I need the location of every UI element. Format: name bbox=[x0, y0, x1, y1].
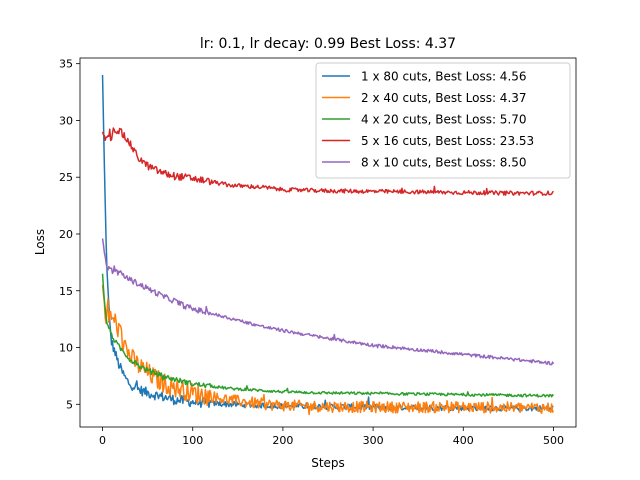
x-tick-label: 400 bbox=[453, 434, 474, 447]
y-tick-label: 15 bbox=[59, 285, 73, 298]
y-tick-label: 35 bbox=[59, 58, 73, 71]
series-line-4 bbox=[101, 127, 555, 196]
series-line-2 bbox=[101, 285, 555, 416]
y-axis-label: Loss bbox=[33, 229, 47, 255]
legend: 1 x 80 cuts, Best Loss: 4.56 2 x 40 cuts,… bbox=[315, 62, 571, 179]
plot-frame bbox=[79, 57, 577, 428]
x-tick-label: 500 bbox=[543, 434, 564, 447]
series-line-5 bbox=[101, 238, 555, 366]
x-tick-label: 200 bbox=[272, 434, 293, 447]
y-axis: 5 10 15 20 25 30 35 bbox=[59, 58, 80, 411]
x-axis: 0 100 200 300 400 500 bbox=[99, 427, 564, 447]
legend-frame bbox=[315, 62, 571, 179]
series-layer bbox=[101, 75, 555, 416]
legend-label: 8 x 10 cuts, Best Loss: 8.50 bbox=[361, 156, 527, 170]
y-tick-label: 20 bbox=[59, 228, 73, 241]
y-tick-label: 25 bbox=[59, 171, 73, 184]
y-tick-label: 5 bbox=[66, 398, 73, 411]
legend-label: 1 x 80 cuts, Best Loss: 4.56 bbox=[361, 70, 527, 84]
x-tick-label: 100 bbox=[182, 434, 203, 447]
y-tick-label: 10 bbox=[59, 342, 73, 355]
chart-title: lr: 0.1, lr decay: 0.99 Best Loss: 4.37 bbox=[200, 36, 456, 52]
y-tick-label: 30 bbox=[59, 114, 73, 127]
x-tick-label: 300 bbox=[363, 434, 384, 447]
legend-label: 4 x 20 cuts, Best Loss: 5.70 bbox=[361, 113, 527, 127]
series-line-3 bbox=[101, 273, 554, 398]
legend-label: 2 x 40 cuts, Best Loss: 4.37 bbox=[361, 91, 527, 105]
x-axis-label: Steps bbox=[311, 456, 345, 470]
x-tick-label: 0 bbox=[99, 434, 106, 447]
legend-label: 5 x 16 cuts, Best Loss: 23.53 bbox=[361, 134, 534, 148]
